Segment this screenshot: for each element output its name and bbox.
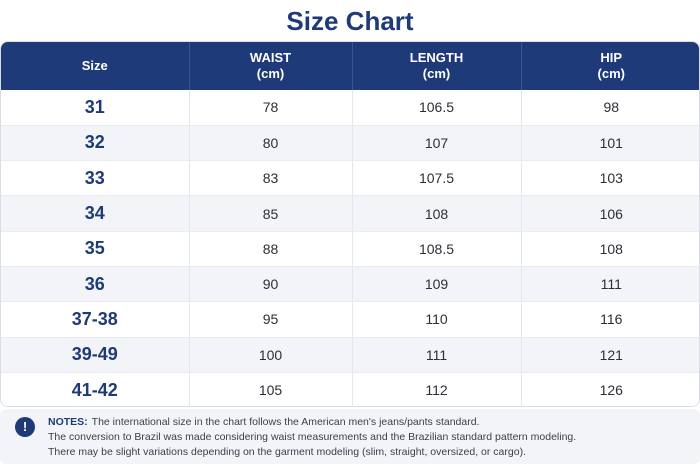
table-row: 34 85 108 106 [1, 195, 699, 232]
cell-hip: 116 [521, 301, 699, 338]
cell-size: 35 [1, 231, 190, 267]
cell-size: 34 [1, 195, 190, 232]
cell-waist: 88 [189, 231, 353, 267]
cell-waist: 85 [189, 195, 353, 232]
cell-waist: 80 [189, 125, 353, 162]
cell-waist: 100 [189, 337, 353, 373]
notes-line-2: The conversion to Brazil was made consid… [48, 431, 577, 443]
cell-size: 32 [1, 125, 190, 162]
cell-waist: 83 [189, 160, 353, 197]
table-row: 39-49 100 111 121 [1, 337, 699, 373]
cell-length: 107.5 [352, 160, 522, 197]
cell-hip: 111 [521, 266, 699, 303]
notes-text-1: The international size in the chart foll… [91, 416, 480, 428]
cell-length: 111 [352, 337, 522, 373]
cell-hip: 98 [521, 90, 699, 126]
cell-length: 108 [352, 195, 522, 232]
header-length: LENGTH (cm) [352, 42, 522, 90]
table-row: 36 90 109 111 [1, 266, 699, 303]
header-length-unit: (cm) [422, 66, 451, 81]
cell-length: 107 [352, 125, 522, 162]
cell-hip: 101 [521, 125, 699, 162]
cell-length: 110 [352, 301, 522, 338]
table-row: 41-42 105 112 126 [1, 372, 699, 406]
cell-length: 106.5 [352, 90, 522, 126]
cell-waist: 105 [189, 372, 353, 406]
table-header-row: Size WAIST (cm) LENGTH (cm) HIP (cm) [1, 42, 699, 90]
header-length-label: LENGTH [409, 50, 464, 65]
table-row: 32 80 107 101 [1, 125, 699, 162]
cell-size: 41-42 [1, 372, 190, 406]
header-waist-unit: (cm) [256, 66, 285, 81]
info-icon: ! [15, 417, 35, 437]
header-hip: HIP (cm) [521, 42, 699, 90]
cell-hip: 103 [521, 160, 699, 197]
header-waist: WAIST (cm) [189, 42, 353, 90]
notes-line-3: There may be slight variations depending… [48, 446, 526, 458]
cell-size: 36 [1, 266, 190, 303]
cell-hip: 121 [521, 337, 699, 373]
table-row: 37-38 95 110 116 [1, 301, 699, 338]
cell-size: 39-49 [1, 337, 190, 373]
cell-hip: 108 [521, 231, 699, 267]
cell-length: 109 [352, 266, 522, 303]
notes-box: ! NOTES: The international size in the ch… [0, 409, 700, 464]
cell-size: 31 [1, 90, 190, 126]
table-row: 33 83 107.5 103 [1, 160, 699, 197]
cell-waist: 90 [189, 266, 353, 303]
header-hip-unit: (cm) [597, 66, 625, 81]
cell-waist: 78 [189, 90, 353, 126]
notes-line-1: NOTES: The international size in the char… [48, 415, 690, 430]
cell-hip: 126 [599, 382, 623, 399]
cell-length: 108.5 [352, 231, 522, 267]
header-waist-label: WAIST [249, 50, 292, 65]
table-row: 35 88 108.5 108 [1, 231, 699, 267]
cell-size: 33 [1, 160, 190, 197]
cell-length: 112 [352, 372, 522, 406]
notes-label: NOTES: [48, 416, 88, 428]
table-row: 31 78 106.5 98 [1, 90, 699, 126]
cell-size: 37-38 [1, 301, 190, 338]
size-chart-table: Size WAIST (cm) LENGTH (cm) HIP (cm) 31 … [0, 41, 700, 407]
header-size: Size [1, 42, 190, 90]
cell-waist: 95 [189, 301, 353, 338]
header-hip-label: HIP [600, 50, 623, 65]
cell-hip: 106 [521, 195, 699, 232]
page-title: Size Chart [286, 6, 414, 36]
